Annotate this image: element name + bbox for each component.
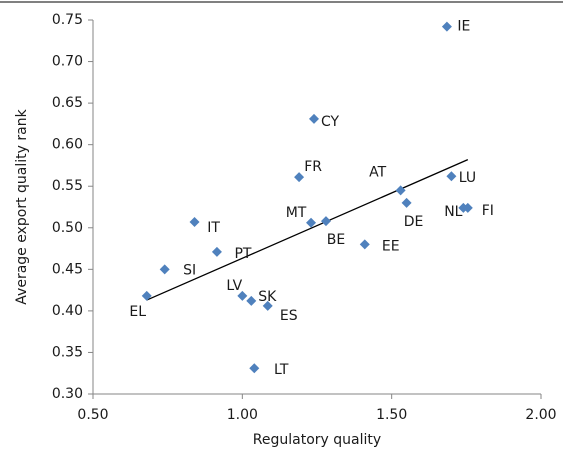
y-tick-label: 0.55 <box>52 178 83 194</box>
marker <box>306 217 317 228</box>
x-tick-label: 2.00 <box>525 407 556 423</box>
y-tick-label: 0.60 <box>52 137 83 153</box>
point-label: LU <box>459 170 476 186</box>
marker <box>249 363 260 374</box>
y-tick-label: 0.70 <box>52 54 83 70</box>
marker <box>441 21 452 32</box>
trend-line <box>146 159 469 301</box>
marker <box>262 300 273 311</box>
y-tick-label: 0.75 <box>52 12 83 28</box>
point-label: AT <box>369 164 386 180</box>
marker <box>446 171 457 182</box>
marker <box>246 295 257 306</box>
y-tick-label: 0.40 <box>52 303 83 319</box>
point-label: PT <box>234 246 251 262</box>
y-tick-label: 0.35 <box>52 344 83 360</box>
marker <box>189 216 200 227</box>
point-label: CY <box>321 114 340 130</box>
point-label: FI <box>482 203 494 219</box>
point-label: EL <box>129 304 146 320</box>
point-label: LV <box>226 278 242 294</box>
y-tick-label: 0.50 <box>52 220 83 236</box>
point-label: SK <box>258 289 277 305</box>
point-label: EE <box>382 238 400 254</box>
marker <box>359 239 370 250</box>
marker <box>294 172 305 183</box>
point-label: DE <box>404 214 424 230</box>
marker <box>159 264 170 275</box>
y-axis-title: Average export quality rank <box>14 108 30 304</box>
point-label: NL <box>444 204 462 220</box>
point-label: LT <box>274 362 289 378</box>
marker <box>462 202 473 213</box>
marker <box>237 290 248 301</box>
point-label: IE <box>457 19 470 35</box>
point-label: ES <box>280 308 298 324</box>
x-tick-label: 0.50 <box>77 407 108 423</box>
marker <box>141 290 152 301</box>
point-label: SI <box>183 262 196 278</box>
marker <box>320 216 331 227</box>
marker <box>309 113 320 124</box>
y-tick-label: 0.45 <box>52 261 83 277</box>
marker <box>395 185 406 196</box>
y-tick-label: 0.30 <box>52 386 83 402</box>
y-tick-label: 0.65 <box>52 95 83 111</box>
x-tick-label: 1.00 <box>227 407 258 423</box>
marker <box>211 246 222 257</box>
x-tick-label: 1.50 <box>376 407 407 423</box>
point-label: IT <box>207 220 220 236</box>
marker <box>401 197 412 208</box>
point-label: MT <box>286 205 307 221</box>
point-label: FR <box>304 159 322 175</box>
point-label: BE <box>327 232 345 248</box>
x-axis-title: Regulatory quality <box>253 432 381 448</box>
